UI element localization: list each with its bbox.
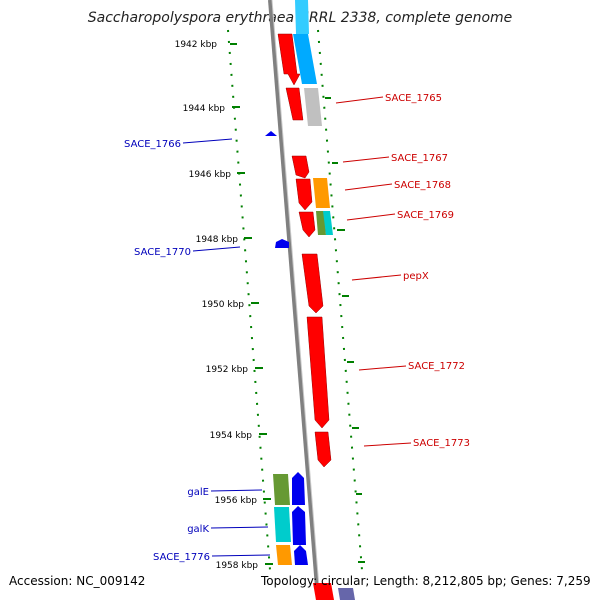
gene-feature[interactable] [292,506,306,545]
tick-label: 1944 kbp [183,104,226,114]
gene-label[interactable]: pepX [403,271,429,282]
gene-feature[interactable] [265,131,277,136]
category-features [293,0,333,235]
gene-feature[interactable] [285,87,304,121]
tick-label: 1952 kbp [206,365,249,375]
gene-label[interactable]: SACE_1772 [408,361,465,372]
gene-label[interactable]: SACE_1769 [397,210,454,221]
tick-label: 1948 kbp [196,235,239,245]
gene-label[interactable]: SACE_1768 [394,180,451,191]
gene-feature[interactable] [275,239,289,248]
outer-tick-guide [317,29,363,571]
gene-feature[interactable] [314,431,332,468]
gene-label[interactable]: galK [187,524,209,535]
gene-feature[interactable] [301,253,324,314]
tick-label: 1942 kbp [175,40,218,50]
inner-tick-guide [227,29,271,571]
gene-label[interactable]: SACE_1773 [413,438,470,449]
accession-text: Accession: NC_009142 [9,574,146,588]
gene-feature[interactable] [292,472,305,505]
gene-feature[interactable] [277,33,301,86]
tick-label: 1946 kbp [189,170,232,180]
gene-feature[interactable] [306,316,330,429]
reverse-strand-features [265,131,308,565]
topology-text: Topology: circular; Length: 8,212,805 bp… [261,574,591,588]
major-ticks [230,43,365,565]
tick-label: 1956 kbp [215,496,258,506]
gene-label[interactable]: SACE_1767 [391,153,448,164]
gene-label[interactable]: SACE_1776 [153,552,210,563]
gene-label[interactable]: SACE_1766 [124,139,181,150]
tick-label: 1950 kbp [202,300,245,310]
gene-label[interactable]: galE [187,487,209,498]
genome-backbone [268,0,320,600]
gene-label[interactable]: SACE_1770 [134,247,191,258]
reverse-label-leaders [182,138,271,557]
gene-feature[interactable] [294,545,308,565]
gene-label[interactable]: SACE_1765 [385,93,442,104]
gene-feature[interactable] [291,155,310,179]
tick-label: 1954 kbp [210,431,253,441]
forward-strand-features [277,33,332,468]
forward-label-leaders [335,96,412,447]
gene-feature[interactable] [298,211,316,238]
tick-label: 1958 kbp [216,561,259,571]
gene-feature[interactable] [295,178,313,211]
